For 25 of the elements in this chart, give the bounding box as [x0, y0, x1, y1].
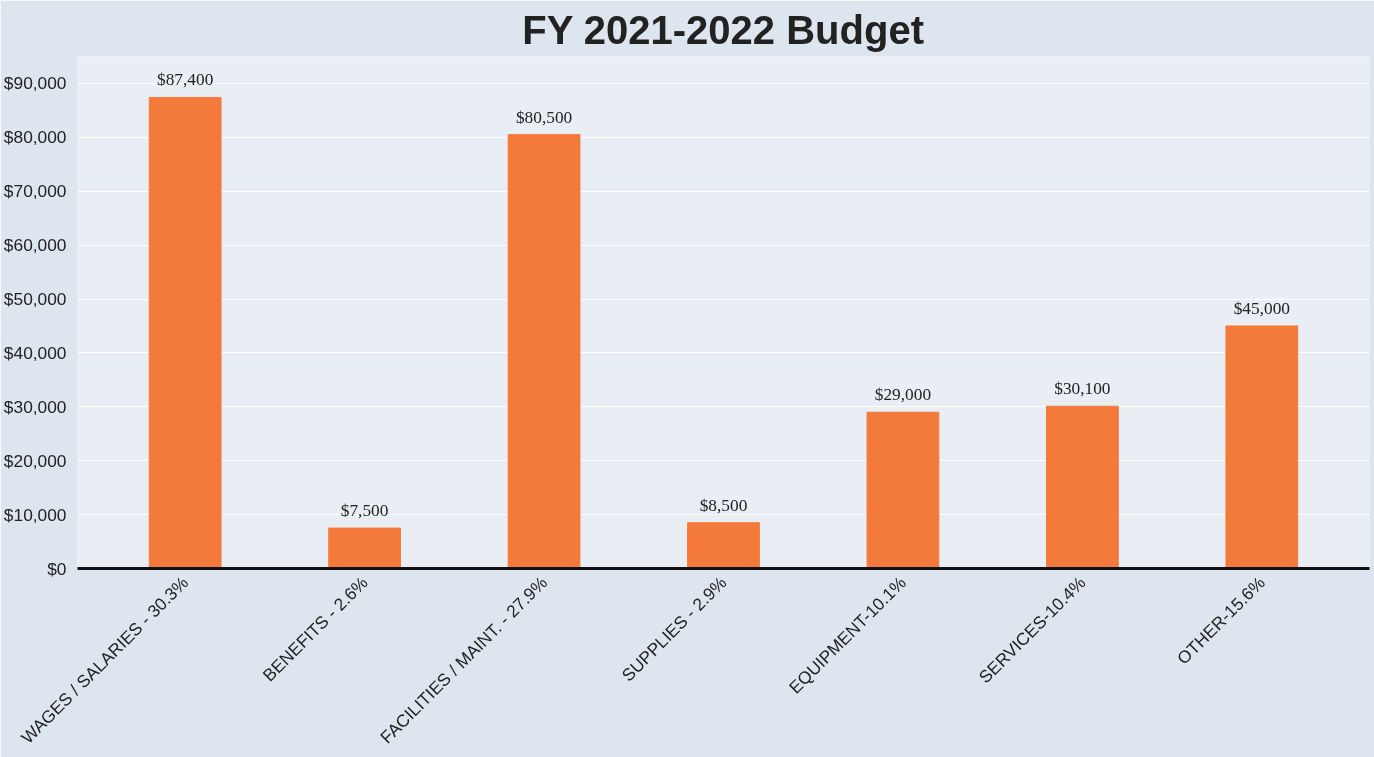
bar — [507, 134, 581, 569]
data-label: $87,400 — [157, 70, 214, 90]
data-label: $29,000 — [874, 385, 932, 405]
y-tick-label: $60,000 — [3, 235, 67, 256]
y-tick-label: $10,000 — [3, 504, 67, 525]
y-tick-label: $80,000 — [3, 127, 67, 148]
bar — [148, 96, 222, 569]
y-tick-label: $20,000 — [3, 450, 67, 471]
data-label: $8,500 — [699, 495, 748, 515]
data-label: $30,100 — [1054, 379, 1111, 399]
bar — [866, 411, 940, 569]
data-label: $45,000 — [1233, 298, 1290, 318]
bar — [328, 527, 401, 569]
y-tick-label: $30,000 — [3, 396, 67, 417]
bar — [687, 522, 760, 569]
data-label: $7,500 — [340, 501, 389, 521]
chart-title: FY 2021-2022 Budget — [522, 7, 924, 52]
y-tick-label: $40,000 — [3, 342, 67, 363]
y-tick-label: $90,000 — [3, 73, 67, 94]
y-tick-label: $50,000 — [3, 289, 67, 310]
bar — [1225, 325, 1299, 569]
bar — [1046, 405, 1119, 569]
data-label: $80,500 — [515, 107, 573, 127]
y-tick-label: $0 — [47, 558, 67, 579]
y-tick-label: $70,000 — [3, 181, 67, 202]
